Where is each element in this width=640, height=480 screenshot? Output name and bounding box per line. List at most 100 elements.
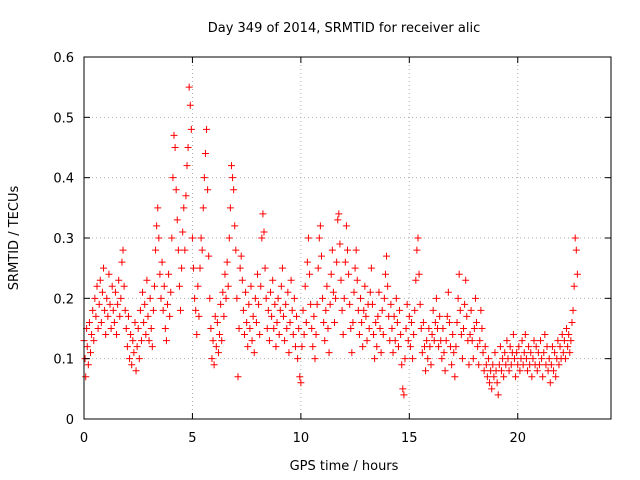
data-point: [301, 282, 309, 290]
data-point: [504, 355, 512, 363]
data-point: [133, 343, 141, 351]
data-point: [221, 270, 229, 278]
data-point: [566, 349, 574, 357]
data-point: [554, 337, 562, 345]
data-point: [448, 361, 456, 369]
data-point: [567, 337, 575, 345]
data-point: [93, 282, 101, 290]
data-point: [268, 312, 276, 320]
data-point: [453, 318, 461, 326]
data-point: [191, 294, 199, 302]
data-point: [121, 306, 129, 314]
data-point: [131, 318, 139, 326]
data-point: [390, 312, 398, 320]
data-point: [172, 186, 180, 194]
data-point: [163, 300, 171, 308]
data-point: [411, 306, 419, 314]
data-point: [199, 204, 207, 212]
data-point: [505, 367, 513, 375]
data-point: [465, 361, 473, 369]
data-point: [188, 234, 196, 242]
data-point: [337, 276, 345, 284]
data-point: [198, 246, 206, 254]
data-point: [428, 331, 436, 339]
data-point: [261, 264, 269, 272]
data-point: [148, 343, 156, 351]
data-point: [272, 343, 280, 351]
data-point: [368, 300, 376, 308]
data-point: [142, 331, 150, 339]
data-point: [494, 391, 502, 399]
data-point: [375, 288, 383, 296]
data-point: [332, 294, 340, 302]
data-point: [314, 264, 322, 272]
data-point: [339, 331, 347, 339]
data-point: [258, 234, 266, 242]
data-point: [275, 331, 283, 339]
data-point: [252, 318, 260, 326]
data-point: [380, 294, 388, 302]
data-point: [153, 222, 161, 230]
data-point: [122, 325, 130, 332]
data-point: [539, 373, 547, 381]
data-point: [317, 252, 325, 260]
data-point: [403, 300, 411, 308]
data-point: [377, 349, 385, 357]
data-point: [201, 150, 209, 158]
data-point: [319, 294, 327, 302]
data-point: [255, 300, 263, 308]
data-point: [253, 270, 261, 278]
data-point: [415, 270, 423, 278]
data-point: [186, 101, 194, 109]
data-point: [154, 204, 162, 212]
data-point: [414, 234, 422, 242]
data-point: [278, 264, 286, 272]
data-point: [561, 355, 569, 363]
data-point: [546, 379, 554, 387]
data-point: [481, 343, 489, 351]
data-point: [296, 373, 304, 381]
data-point: [251, 294, 259, 302]
data-point: [307, 300, 315, 308]
data-point: [217, 300, 225, 308]
data-point: [413, 246, 421, 254]
data-point: [187, 125, 195, 133]
data-point: [483, 373, 491, 381]
data-point: [362, 312, 370, 320]
data-point: [316, 222, 324, 230]
data-point: [286, 318, 294, 326]
data-point: [162, 337, 170, 345]
data-point: [547, 361, 555, 369]
data-point: [573, 270, 581, 278]
data-point: [367, 264, 375, 272]
data-point: [96, 276, 104, 284]
data-point: [401, 355, 409, 363]
y-tick-label: 0.5: [53, 111, 74, 126]
data-point: [495, 361, 503, 369]
data-point: [85, 318, 93, 326]
data-point: [399, 385, 407, 393]
data-point: [299, 306, 307, 314]
data-point: [311, 355, 319, 363]
data-point: [160, 282, 168, 290]
data-point: [406, 343, 414, 351]
data-point: [451, 373, 459, 381]
data-point: [425, 325, 433, 332]
data-point: [477, 306, 485, 314]
data-point: [423, 337, 431, 345]
data-point: [264, 306, 272, 314]
data-point: [135, 355, 143, 363]
data-point: [91, 294, 99, 302]
data-point: [262, 294, 270, 302]
data-point: [310, 312, 318, 320]
data-point: [374, 312, 382, 320]
data-point: [211, 312, 219, 320]
data-point: [113, 331, 121, 339]
data-point: [334, 216, 342, 224]
data-point: [303, 258, 311, 266]
data-point: [491, 349, 499, 357]
data-point: [372, 318, 380, 326]
data-point: [563, 325, 571, 332]
data-point: [116, 312, 124, 320]
y-tick-label: 0.3: [53, 232, 74, 247]
